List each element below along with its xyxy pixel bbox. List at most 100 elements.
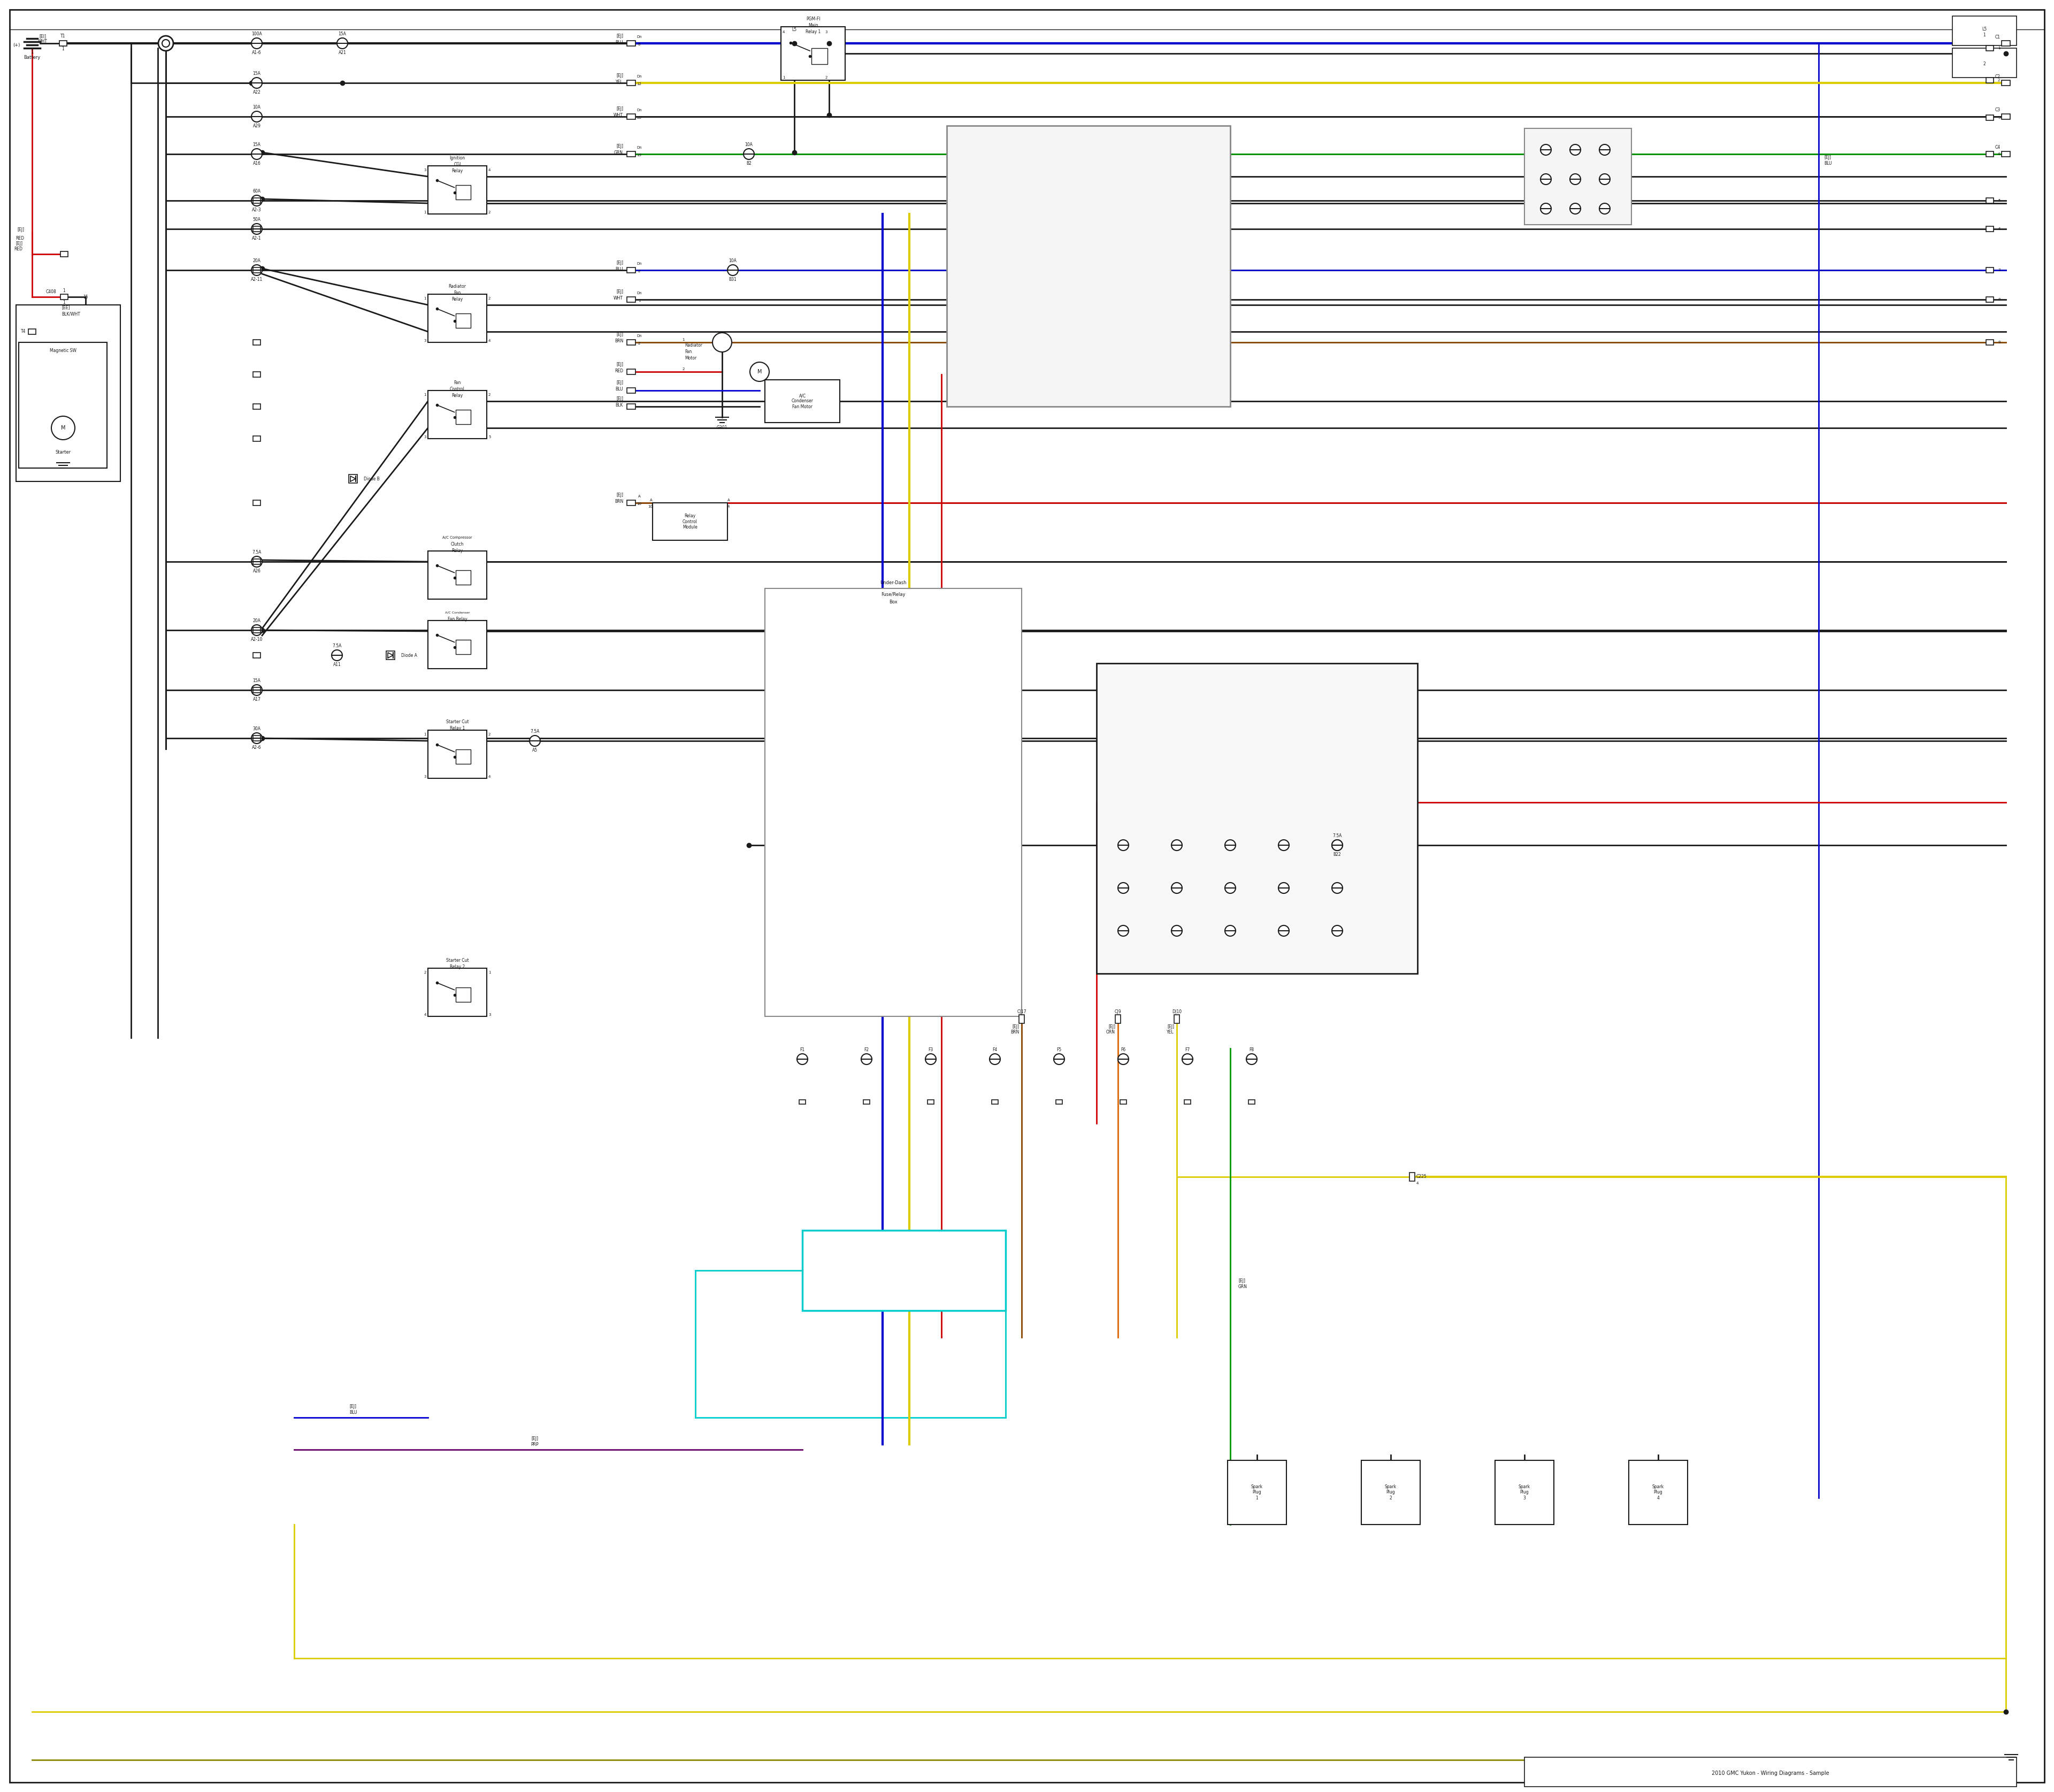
Text: Relay 1: Relay 1 bbox=[805, 29, 822, 34]
Text: 7.5A: 7.5A bbox=[333, 643, 341, 649]
Text: 10: 10 bbox=[647, 505, 653, 509]
Bar bbox=[2001, 115, 2011, 120]
Bar bbox=[253, 226, 261, 231]
Bar bbox=[1056, 1100, 1062, 1104]
Text: A: A bbox=[639, 495, 641, 498]
Bar bbox=[1986, 226, 1994, 231]
Circle shape bbox=[990, 1054, 1000, 1064]
Text: 20A: 20A bbox=[253, 618, 261, 624]
Bar bbox=[253, 340, 261, 346]
Text: F3: F3 bbox=[928, 1047, 933, 1052]
Bar bbox=[1362, 1460, 1419, 1525]
Text: A11: A11 bbox=[333, 663, 341, 667]
Text: Main: Main bbox=[807, 23, 817, 27]
Circle shape bbox=[1224, 840, 1237, 851]
Circle shape bbox=[251, 77, 263, 88]
Text: 2: 2 bbox=[489, 733, 491, 737]
Text: [EJ]: [EJ] bbox=[16, 240, 23, 246]
Circle shape bbox=[1224, 925, 1237, 935]
Bar bbox=[1097, 663, 1417, 973]
Text: A21: A21 bbox=[339, 50, 347, 56]
Text: Relay 1: Relay 1 bbox=[450, 726, 464, 731]
Text: 4: 4 bbox=[489, 776, 491, 778]
Bar bbox=[947, 125, 1230, 407]
Bar bbox=[1495, 1460, 1555, 1525]
Text: 2: 2 bbox=[489, 392, 491, 396]
Circle shape bbox=[251, 733, 263, 744]
Text: [EJ]
GRN: [EJ] GRN bbox=[1239, 1279, 1247, 1288]
Text: Fan Relay: Fan Relay bbox=[448, 616, 466, 622]
Bar bbox=[626, 500, 635, 505]
Text: 1: 1 bbox=[423, 211, 427, 213]
Text: Relay: Relay bbox=[452, 392, 462, 398]
Text: 10A: 10A bbox=[253, 106, 261, 109]
Text: C1: C1 bbox=[1994, 34, 2001, 39]
Bar bbox=[29, 330, 35, 335]
Text: C225: C225 bbox=[1417, 1174, 1428, 1179]
Text: Clutch: Clutch bbox=[450, 541, 464, 547]
Text: L5: L5 bbox=[791, 27, 797, 32]
Bar bbox=[803, 1231, 1006, 1310]
Text: C408: C408 bbox=[45, 289, 55, 294]
Text: [EJ]
BLU: [EJ] BLU bbox=[349, 1405, 357, 1414]
Circle shape bbox=[162, 39, 170, 47]
Text: BLK/WHT: BLK/WHT bbox=[62, 312, 80, 317]
Text: 12: 12 bbox=[637, 82, 641, 86]
Text: BRN: BRN bbox=[614, 500, 622, 504]
Text: 10: 10 bbox=[637, 502, 641, 505]
Text: 15: 15 bbox=[82, 294, 88, 299]
Circle shape bbox=[1569, 174, 1582, 185]
Bar bbox=[253, 735, 261, 740]
Text: 9: 9 bbox=[1999, 340, 2001, 344]
Circle shape bbox=[1331, 925, 1343, 935]
Text: Under-Dash: Under-Dash bbox=[879, 581, 906, 586]
Text: 4: 4 bbox=[727, 505, 729, 509]
Bar bbox=[253, 403, 261, 409]
Text: 2: 2 bbox=[1999, 79, 2001, 82]
Text: C3: C3 bbox=[1994, 108, 2001, 113]
Bar bbox=[626, 369, 635, 375]
Text: B2: B2 bbox=[746, 161, 752, 167]
Text: BLU: BLU bbox=[616, 39, 622, 45]
Text: A29: A29 bbox=[253, 124, 261, 129]
Text: 3: 3 bbox=[423, 776, 427, 778]
Text: RED: RED bbox=[614, 369, 622, 373]
Circle shape bbox=[1600, 202, 1610, 213]
Text: A1-6: A1-6 bbox=[253, 50, 261, 56]
Text: A/C Condenser: A/C Condenser bbox=[446, 611, 470, 615]
Bar bbox=[1409, 1172, 1415, 1181]
Bar bbox=[60, 294, 68, 299]
Text: 1: 1 bbox=[423, 733, 427, 737]
Circle shape bbox=[51, 416, 74, 439]
Bar bbox=[626, 81, 635, 86]
Text: 1: 1 bbox=[639, 299, 641, 303]
Bar bbox=[1119, 1100, 1126, 1104]
Circle shape bbox=[1278, 883, 1290, 894]
Bar bbox=[626, 41, 635, 47]
Text: [EJ]: [EJ] bbox=[616, 260, 622, 265]
Circle shape bbox=[251, 38, 263, 48]
Text: 8: 8 bbox=[639, 43, 641, 47]
Text: 7: 7 bbox=[1999, 269, 2001, 272]
Text: 4: 4 bbox=[1417, 1181, 1419, 1185]
Text: Dn: Dn bbox=[637, 36, 641, 38]
Text: C|17: C|17 bbox=[1017, 1009, 1027, 1014]
Bar bbox=[1986, 267, 1994, 272]
Bar bbox=[928, 1100, 935, 1104]
Bar bbox=[427, 729, 487, 778]
Circle shape bbox=[1569, 202, 1582, 213]
Text: F4: F4 bbox=[992, 1047, 998, 1052]
Text: Spark
Plug
2: Spark Plug 2 bbox=[1384, 1484, 1397, 1500]
Circle shape bbox=[1278, 925, 1290, 935]
Text: F1: F1 bbox=[799, 1047, 805, 1052]
Text: Fan: Fan bbox=[454, 290, 460, 296]
Bar bbox=[653, 504, 727, 539]
Bar bbox=[1524, 129, 1631, 224]
Circle shape bbox=[727, 265, 737, 276]
Text: F5: F5 bbox=[1056, 1047, 1062, 1052]
Text: A5: A5 bbox=[532, 747, 538, 753]
Text: B22: B22 bbox=[1333, 853, 1341, 857]
Circle shape bbox=[331, 650, 343, 661]
Bar bbox=[1953, 16, 2017, 45]
Circle shape bbox=[1171, 925, 1183, 935]
